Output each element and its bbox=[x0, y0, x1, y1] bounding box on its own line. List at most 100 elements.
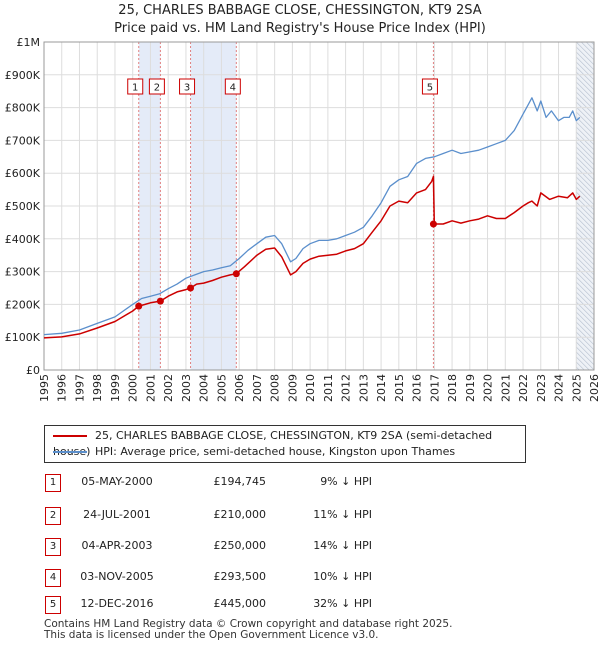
forecast-hatch bbox=[576, 236, 594, 255]
sale-number-box bbox=[421, 78, 438, 95]
forecast-hatch bbox=[576, 181, 594, 200]
forecast-hatch bbox=[576, 341, 594, 360]
forecast-hatch bbox=[576, 156, 594, 175]
sale-point-marker bbox=[156, 297, 164, 305]
forecast-hatch bbox=[576, 42, 594, 60]
forecast-hatch bbox=[576, 151, 594, 170]
chart-legend: 25, CHARLES BABBAGE CLOSE, CHESSINGTON, … bbox=[44, 425, 526, 463]
x-tick-label: 2024 bbox=[553, 374, 566, 402]
chart-title: 25, CHARLES BABBAGE CLOSE, CHESSINGTON, … bbox=[0, 2, 600, 38]
forecast-hatch bbox=[576, 251, 594, 270]
x-tick-label: 2019 bbox=[464, 374, 477, 402]
legend-swatch-property bbox=[53, 435, 87, 437]
forecast-hatch bbox=[576, 316, 594, 335]
sale-price: £194,745 bbox=[213, 475, 267, 488]
sale-row: 3 04-APR-2003 £250,000 14% ↓ HPI bbox=[0, 536, 600, 556]
forecast-hatch bbox=[576, 126, 594, 145]
forecast-hatch bbox=[576, 311, 594, 330]
x-tick-label: 2026 bbox=[588, 374, 600, 402]
forecast-hatch bbox=[576, 191, 594, 210]
forecast-hatch bbox=[576, 211, 594, 230]
forecast-hatch bbox=[576, 201, 594, 220]
sale-hpi-diff: 11% ↓ HPI bbox=[313, 508, 372, 521]
forecast-hatch bbox=[576, 336, 594, 355]
forecast-hatch bbox=[576, 231, 594, 250]
forecast-hatch bbox=[576, 76, 594, 95]
sale-date: 05-MAY-2000 bbox=[81, 475, 153, 488]
sale-row: 1 05-MAY-2000 £194,745 9% ↓ HPI bbox=[0, 472, 600, 492]
y-tick-label: £400K bbox=[5, 233, 41, 246]
sale-number-badge: 3 bbox=[45, 538, 61, 556]
y-tick-label: £300K bbox=[5, 266, 41, 279]
forecast-hatch bbox=[580, 42, 594, 55]
sale-price: £445,000 bbox=[213, 597, 267, 610]
x-tick-label: 2000 bbox=[127, 374, 140, 402]
forecast-hatch bbox=[576, 361, 585, 370]
x-tick-label: 1999 bbox=[109, 374, 122, 402]
sale-date: 12-DEC-2016 bbox=[80, 597, 154, 610]
sale-hpi-diff: 10% ↓ HPI bbox=[313, 570, 372, 583]
forecast-hatch bbox=[576, 86, 594, 105]
y-tick-label: £700K bbox=[5, 134, 41, 147]
forecast-hatch bbox=[576, 106, 594, 125]
forecast-hatch bbox=[576, 266, 594, 285]
y-tick-label: £900K bbox=[5, 69, 41, 82]
legend-label-hpi: HPI: Average price, semi-detached house,… bbox=[95, 445, 456, 458]
forecast-hatch bbox=[576, 81, 594, 100]
x-tick-label: 1998 bbox=[91, 374, 104, 402]
sale-number-label: 4 bbox=[230, 83, 236, 94]
sale-number-badge: 4 bbox=[45, 569, 61, 587]
forecast-hatch bbox=[576, 261, 594, 280]
forecast-hatch bbox=[576, 351, 594, 370]
forecast-hatch bbox=[576, 51, 594, 70]
forecast-hatch bbox=[585, 42, 594, 50]
forecast-hatch bbox=[576, 346, 594, 365]
title-line-2: Price paid vs. HM Land Registry's House … bbox=[114, 21, 486, 36]
y-tick-label: £1M bbox=[17, 36, 41, 49]
x-tick-label: 2018 bbox=[446, 374, 459, 402]
legend-item-property: 25, CHARLES BABBAGE CLOSE, CHESSINGTON, … bbox=[53, 428, 525, 458]
title-line-1: 25, CHARLES BABBAGE CLOSE, CHESSINGTON, … bbox=[118, 3, 482, 18]
forecast-hatch bbox=[576, 141, 594, 160]
x-tick-label: 2012 bbox=[340, 374, 353, 402]
sale-hpi-diff: 9% ↓ HPI bbox=[320, 475, 372, 488]
forecast-hatch bbox=[576, 166, 594, 185]
x-tick-label: 2021 bbox=[499, 374, 512, 402]
sale-number-label: 3 bbox=[184, 83, 190, 94]
forecast-hatch bbox=[576, 121, 594, 140]
x-tick-label: 2001 bbox=[144, 374, 157, 402]
forecast-hatch bbox=[576, 221, 594, 240]
x-tick-label: 2010 bbox=[304, 374, 317, 402]
sale-point-marker bbox=[429, 220, 437, 228]
x-tick-label: 2016 bbox=[411, 374, 424, 402]
y-tick-label: £0 bbox=[26, 364, 40, 377]
forecast-hatch bbox=[576, 56, 594, 75]
legend-swatch-hpi bbox=[53, 451, 87, 453]
x-tick-label: 2022 bbox=[517, 374, 530, 402]
sale-point-marker bbox=[135, 302, 143, 310]
forecast-hatch bbox=[576, 326, 594, 345]
forecast-hatch bbox=[576, 111, 594, 130]
x-tick-label: 1996 bbox=[56, 374, 69, 402]
x-tick-label: 2017 bbox=[428, 374, 441, 402]
sale-hpi-diff: 14% ↓ HPI bbox=[313, 539, 372, 552]
sale-number-label: 2 bbox=[154, 83, 160, 94]
sale-number-box bbox=[224, 78, 241, 95]
forecast-hatch bbox=[576, 206, 594, 225]
sale-price: £210,000 bbox=[213, 508, 267, 521]
forecast-hatch bbox=[576, 246, 594, 265]
forecast-hatch bbox=[576, 171, 594, 190]
y-tick-label: £500K bbox=[5, 200, 41, 213]
forecast-hatch bbox=[576, 306, 594, 325]
property-price-line bbox=[43, 175, 581, 339]
sale-row: 5 12-DEC-2016 £445,000 32% ↓ HPI bbox=[0, 594, 600, 614]
forecast-hatch bbox=[576, 271, 594, 290]
x-tick-label: 2003 bbox=[180, 374, 193, 402]
x-tick-label: 2014 bbox=[375, 374, 388, 402]
sale-price: £293,500 bbox=[213, 570, 267, 583]
plot-frame bbox=[43, 41, 595, 371]
sale-date: 04-APR-2003 bbox=[81, 539, 153, 552]
sale-number-box bbox=[127, 78, 144, 95]
x-tick-label: 2023 bbox=[535, 374, 548, 402]
hpi-line bbox=[43, 97, 581, 336]
